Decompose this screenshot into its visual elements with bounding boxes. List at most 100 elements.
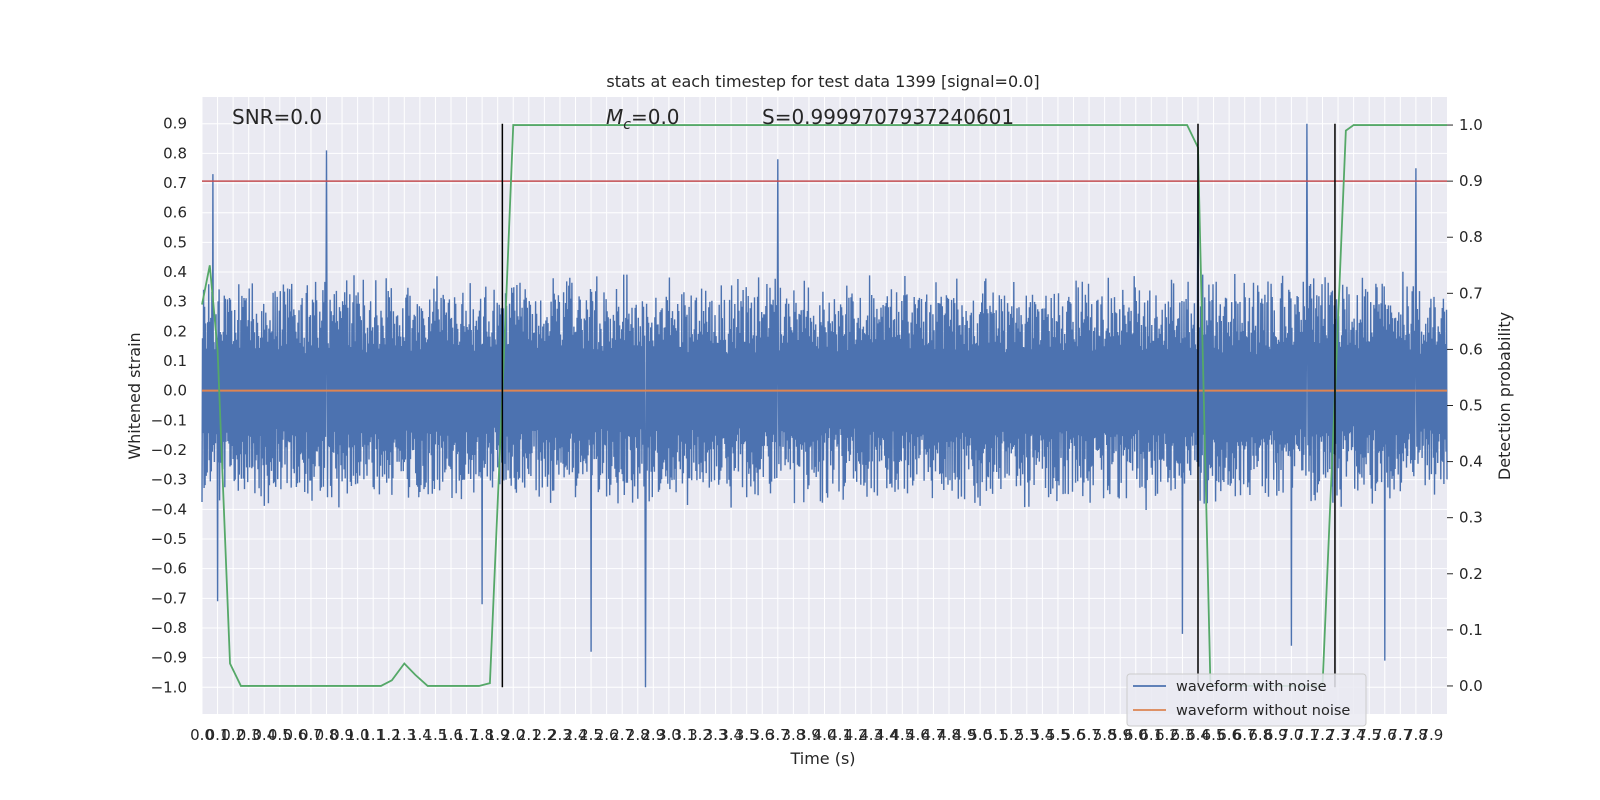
x-tick-label: 7.2	[1311, 726, 1335, 744]
x-tick-label: 0.2	[221, 726, 245, 744]
x-tick-label: 0.1	[206, 726, 230, 744]
x-tick-label: 3.0	[657, 726, 681, 744]
y2-tick-label: 0.8	[1459, 228, 1483, 246]
y2-tick-label: 0.0	[1459, 677, 1483, 695]
x-tick-label: 7.9	[1420, 726, 1444, 744]
y-tick-label: 0.4	[163, 263, 187, 281]
x-tick-label: 7.4	[1342, 726, 1366, 744]
x-tick-label: 5.6	[1062, 726, 1086, 744]
legend-label-clean: waveform without noise	[1176, 703, 1350, 719]
x-tick-label: 7.1	[1295, 726, 1319, 744]
y-tick-label: 0.2	[163, 322, 187, 340]
x-tick-label: 1.9	[486, 726, 510, 744]
waveform-with-noise-line	[201, 123, 1448, 688]
y-tick-label: −0.3	[151, 471, 187, 489]
y-tick-label: −0.4	[151, 500, 187, 518]
x-tick-label: 6.7	[1233, 726, 1257, 744]
x-tick-label: 5.9	[1108, 726, 1132, 744]
x-tick-label: 6.4	[1186, 726, 1210, 744]
y2-tick-label: 0.3	[1459, 509, 1483, 527]
y-tick-label: 0.1	[163, 352, 187, 370]
x-tick-label: 5.3	[1015, 726, 1039, 744]
x-tick-label: 6.5	[1202, 726, 1226, 744]
x-tick-label: 2.5	[579, 726, 603, 744]
x-tick-label: 3.7	[766, 726, 790, 744]
y2-tick-label: 0.1	[1459, 621, 1483, 639]
x-tick-label: 6.3	[1171, 726, 1195, 744]
x-tick-label: 4.4	[875, 726, 899, 744]
waveform-with-noise-series	[201, 123, 1448, 688]
y2-tick-label: 0.6	[1459, 340, 1483, 358]
x-tick-label: 2.1	[517, 726, 541, 744]
y-axis-label: Whitened strain	[125, 332, 144, 459]
y-tick-label: −0.2	[151, 441, 187, 459]
y-tick-label: 0.7	[163, 174, 187, 192]
x-tick-label: 5.1	[984, 726, 1008, 744]
x-tick-label: 7.8	[1404, 726, 1428, 744]
y-tick-label: −0.1	[151, 411, 187, 429]
x-tick-label: 6.2	[1155, 726, 1179, 744]
chart-title: stats at each timestep for test data 139…	[606, 72, 1039, 91]
y-tick-label: 0.6	[163, 204, 187, 222]
x-tick-label: 3.1	[673, 726, 697, 744]
x-tick-label: 1.5	[424, 726, 448, 744]
x-tick-label: 2.4	[564, 726, 588, 744]
x-tick-label: 4.1	[828, 726, 852, 744]
x-tick-label: 5.0	[968, 726, 992, 744]
y2-tick-label: 0.7	[1459, 284, 1483, 302]
x-tick-label: 3.8	[781, 726, 805, 744]
x-tick-label: 0.6	[283, 726, 307, 744]
x-tick-label: 1.2	[377, 726, 401, 744]
x-tick-label: 1.7	[455, 726, 479, 744]
x-tick-label: 3.4	[719, 726, 743, 744]
x-tick-labels: 0.00.10.20.30.40.50.60.70.80.91.01.11.21…	[190, 726, 1443, 744]
mc-subscript: c	[623, 117, 631, 133]
legend-box	[1126, 673, 1367, 727]
x-tick-label: 1.3	[392, 726, 416, 744]
x-tick-label: 1.4	[408, 726, 432, 744]
y-tick-labels: 0.9 0.8 0.7 0.6 0.5 0.4 0.3 0.2 0.1 0.0 −0.1 −0.2 −0…	[151, 115, 187, 697]
legend-label-noise: waveform with noise	[1176, 679, 1327, 695]
x-tick-label: 4.3	[859, 726, 883, 744]
x-tick-label: 2.6	[595, 726, 619, 744]
x-tick-label: 4.8	[937, 726, 961, 744]
x-tick-label: 5.2	[999, 726, 1023, 744]
y2-axis-label: Detection probability	[1495, 312, 1514, 480]
x-tick-label: 3.2	[688, 726, 712, 744]
y2-tick-labels: 1.0 0.9 0.8 0.7 0.6 0.5 0.4 0.3 0.2 0.1 0.0	[1447, 116, 1483, 695]
x-tick-label: 1.6	[439, 726, 463, 744]
y-tick-label: 0.3	[163, 293, 187, 311]
y2-tick-label: 1.0	[1459, 116, 1483, 134]
x-tick-label: 2.8	[626, 726, 650, 744]
x-tick-label: 1.1	[361, 726, 385, 744]
y2-tick-label: 0.5	[1459, 397, 1483, 415]
x-tick-label: 4.2	[844, 726, 868, 744]
x-tick-label: 6.0	[1124, 726, 1148, 744]
y-tick-label: −0.7	[151, 589, 187, 607]
x-tick-label: 5.8	[1093, 726, 1117, 744]
x-axis-label: Time (s)	[789, 749, 855, 768]
x-tick-label: 1.8	[470, 726, 494, 744]
x-tick-label: 2.7	[610, 726, 634, 744]
y-tick-label: −0.5	[151, 530, 187, 548]
x-tick-label: 7.5	[1357, 726, 1381, 744]
y-tick-label: −0.6	[151, 560, 187, 578]
x-tick-label: 6.8	[1248, 726, 1272, 744]
x-tick-label: 7.6	[1373, 726, 1397, 744]
x-tick-label: 1.0	[346, 726, 370, 744]
x-tick-label: 0.9	[330, 726, 354, 744]
mc-symbol: M	[606, 105, 623, 129]
x-tick-label: 0.5	[268, 726, 292, 744]
s-annotation: S=0.9999707937240601	[762, 105, 1014, 129]
x-tick-label: 0.8	[315, 726, 339, 744]
y-tick-label: −0.8	[151, 619, 187, 637]
x-tick-label: 4.7	[922, 726, 946, 744]
legend: waveform with noise waveform without noi…	[1126, 673, 1367, 727]
mc-value: =0.0	[631, 105, 680, 129]
x-tick-label: 4.6	[906, 726, 930, 744]
x-tick-label: 3.5	[735, 726, 759, 744]
x-tick-label: 6.1	[1139, 726, 1163, 744]
x-tick-label: 2.0	[501, 726, 525, 744]
x-tick-label: 4.9	[953, 726, 977, 744]
